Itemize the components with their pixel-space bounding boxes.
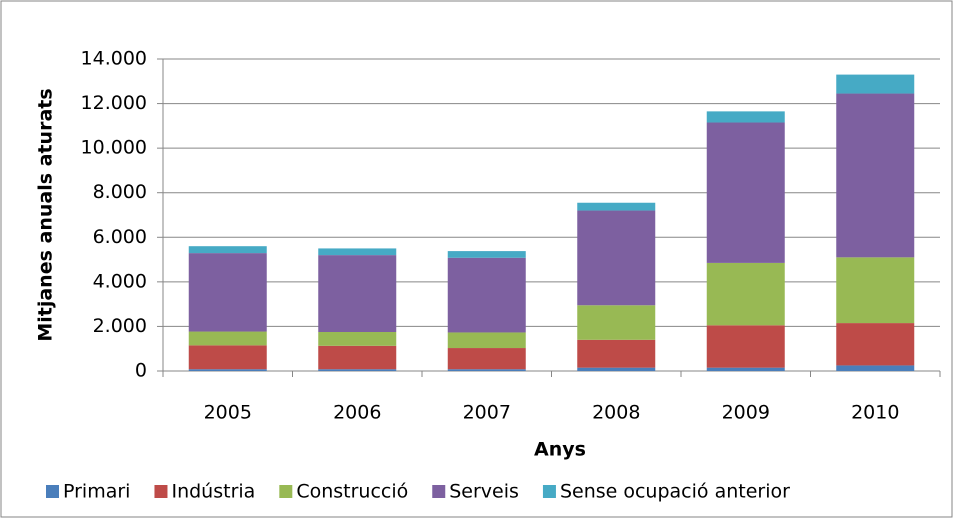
y-tick-label: 10.000 [81, 137, 147, 159]
bar-segment [188, 331, 267, 346]
x-tick-label: 2010 [851, 402, 899, 424]
y-tick-label: 14.000 [81, 48, 147, 70]
bar-segment [318, 332, 397, 346]
bar-segment [836, 323, 915, 366]
legend-swatch [154, 485, 168, 498]
bar-segment [706, 325, 785, 368]
bar-segment [188, 369, 267, 371]
legend-label: Sense ocupació anterior [560, 481, 790, 503]
y-tick-label: 6.000 [93, 226, 147, 248]
bar-segment [188, 246, 267, 254]
legend-swatch [279, 485, 293, 498]
bar-segment [577, 202, 656, 211]
legend-swatch [432, 485, 446, 498]
bar-segment [706, 122, 785, 263]
bar-segment [447, 332, 526, 349]
bar-segment [447, 348, 526, 370]
y-tick-label: 0 [135, 360, 147, 382]
bar-segment [318, 248, 397, 256]
x-tick-label: 2007 [463, 402, 511, 424]
bar-segment [318, 255, 397, 332]
y-tick-label: 12.000 [81, 92, 147, 114]
legend-swatch [542, 485, 556, 498]
y-tick-label: 8.000 [93, 181, 147, 203]
x-tick-label: 2008 [592, 402, 640, 424]
bar-segment [318, 345, 397, 370]
y-tick-label: 4.000 [93, 270, 147, 292]
bar-segment [447, 369, 526, 371]
y-tick-label: 2.000 [93, 315, 147, 337]
x-tick-label: 2006 [333, 402, 381, 424]
bar-segment [188, 345, 267, 370]
legend-label: Construcció [296, 481, 408, 503]
bar-segment [447, 257, 526, 333]
bar-segment [577, 305, 656, 340]
bar-segment [836, 93, 915, 258]
bar-segment [447, 251, 526, 258]
bar-segment [706, 367, 785, 371]
legend-swatch [46, 485, 59, 498]
x-axis-label: Anys [534, 439, 586, 461]
legend-label: Primari [63, 481, 130, 503]
bar-segment [577, 367, 656, 371]
bar-segment [706, 111, 785, 123]
bar-segment [577, 339, 656, 368]
bar-segment [836, 365, 915, 371]
bar-segment [836, 74, 915, 94]
bar-segment [188, 253, 267, 332]
y-axis-label: Mitjanes anuals aturats [35, 88, 57, 341]
bar-segment [836, 257, 915, 324]
bar-segment [706, 262, 785, 326]
legend-label: Indústria [171, 481, 255, 503]
bar-segment [318, 369, 397, 371]
bar-segment [577, 210, 656, 306]
legend-label: Serveis [449, 481, 519, 503]
x-tick-label: 2005 [204, 402, 252, 424]
x-tick-label: 2009 [722, 402, 770, 424]
